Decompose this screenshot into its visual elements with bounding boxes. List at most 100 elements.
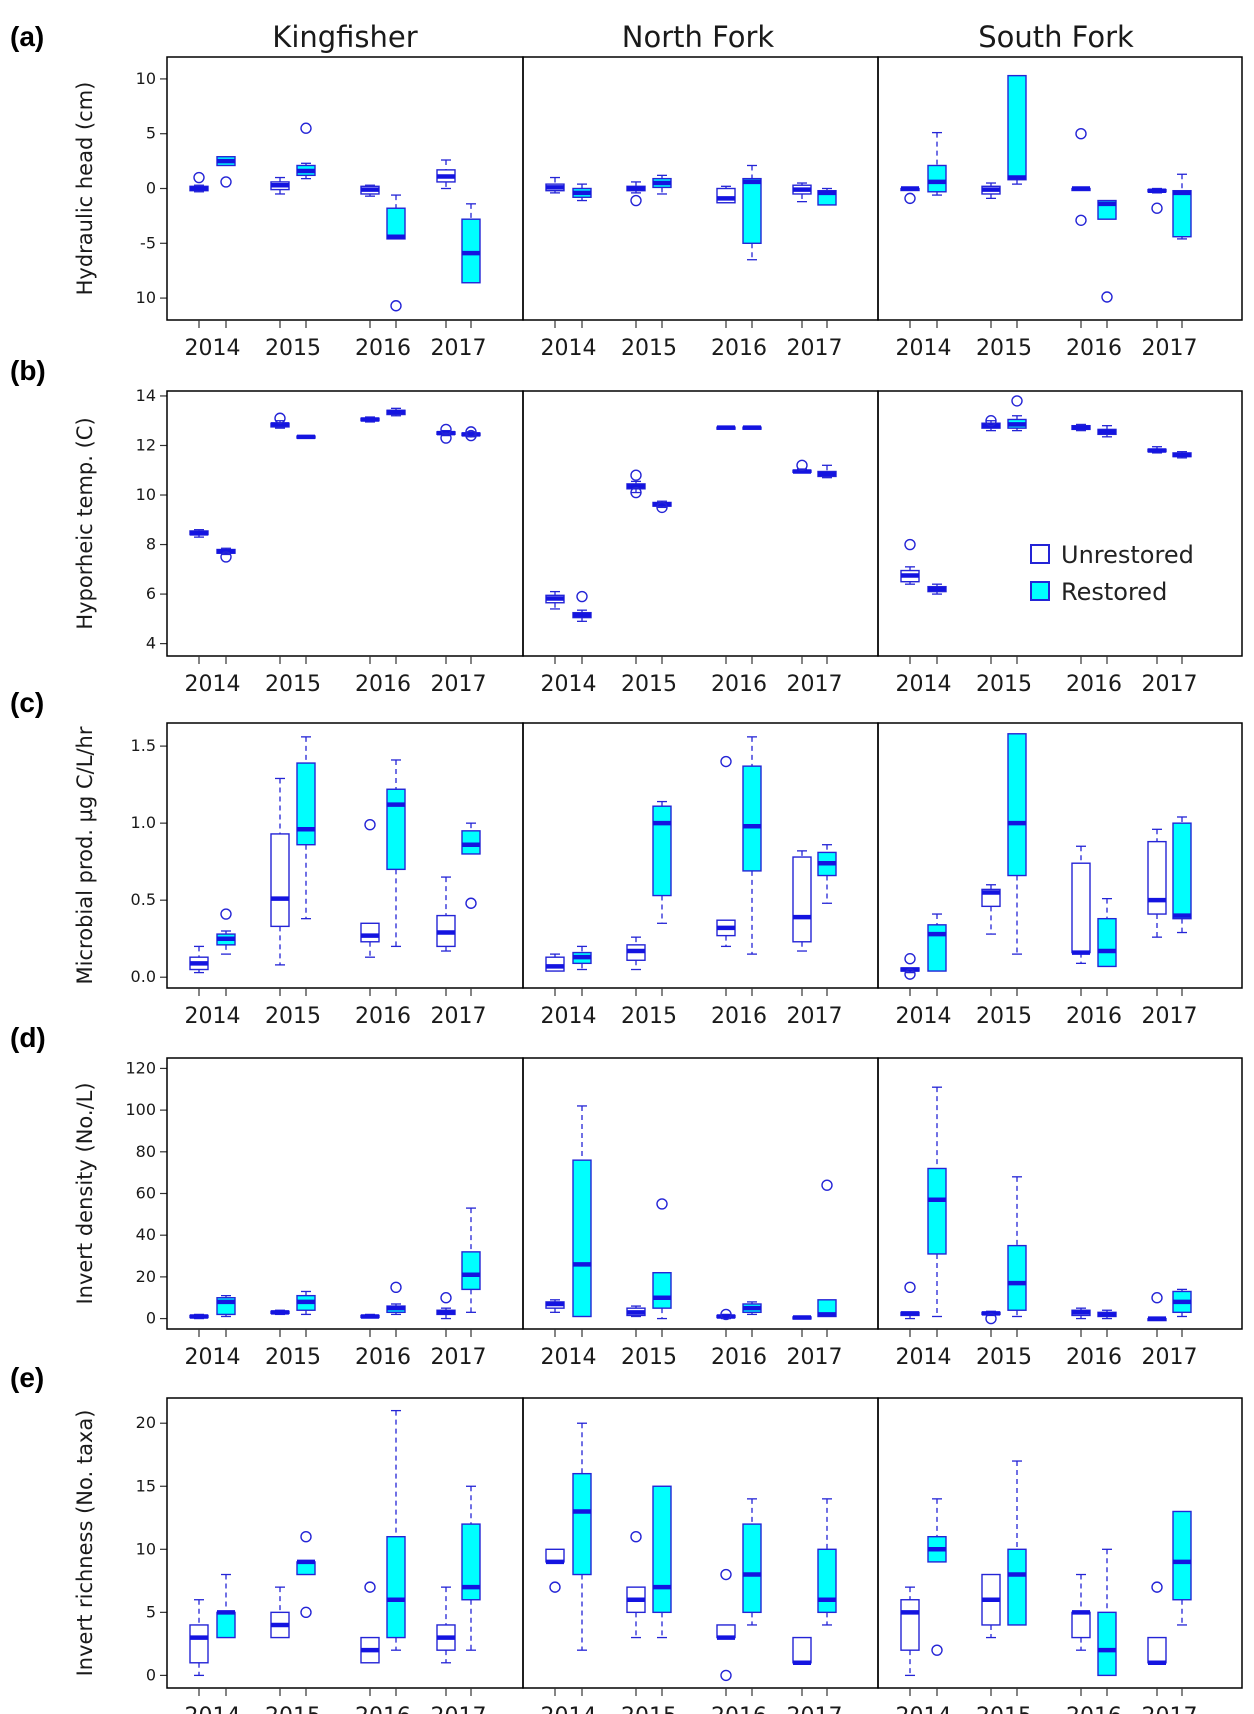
box-restored [386,207,406,240]
y-tick-label: 60 [136,1184,156,1203]
y-tick-label: 5 [146,124,156,143]
outlier-point [220,551,232,563]
x-tick-label: 2014 [541,1345,597,1370]
x-tick-label: 2015 [265,1345,321,1370]
outlier-point [1101,291,1113,303]
x-tick-label: 2015 [621,336,677,361]
legend-label-restored: Restored [1061,578,1167,606]
outlier-point [465,897,477,909]
outlier-point [630,1530,642,1543]
x-tick-label: 2016 [711,1345,767,1370]
x-tick-label: 2017 [431,336,487,361]
x-tick-label: 2015 [621,1345,677,1370]
x-tick-label: 2016 [711,336,767,361]
x-tick-label: 2015 [976,336,1032,361]
x-tick-label: 2016 [355,336,411,361]
y-tick-label: 6 [146,584,156,603]
outlier-point [1151,1292,1163,1304]
outlier-point [390,300,402,312]
x-tick-label: 2014 [185,1345,241,1370]
outlier-point [300,1606,312,1619]
panel-letter: (e) [10,1362,44,1393]
x-tick-label: 2014 [541,336,597,361]
x-tick-label: 2014 [896,1004,952,1029]
site-title-south-fork: South Fork [978,20,1134,54]
box-unrestored [1071,1611,1091,1639]
outlier-point [796,459,808,471]
box-restored [652,805,672,897]
box-restored [1007,1244,1027,1311]
x-tick-label: 2015 [976,1345,1032,1370]
y-tick-label: 0 [146,179,156,198]
x-tick-label: 2014 [541,672,597,697]
y-axis-label: Hydraulic head (cm) [73,82,97,296]
y-tick-label: 120 [125,1058,156,1077]
box-restored [1007,733,1027,877]
y-axis-label: Microbial prod. µg C/L/hr [73,726,97,984]
outlier-point [931,1644,943,1656]
x-tick-label: 2015 [265,672,321,697]
x-tick-label: 2015 [976,1004,1032,1029]
box-restored [216,1611,236,1639]
box-restored [461,830,481,855]
box-restored [652,1272,672,1309]
x-tick-label: 2014 [185,1004,241,1029]
outlier-point [904,953,916,965]
x-tick-label: 2014 [185,1704,241,1714]
x-tick-label: 2014 [541,1004,597,1029]
x-tick-label: 2014 [896,672,952,697]
box-unrestored [270,833,290,928]
box-restored [572,1472,592,1576]
x-tick-label: 2016 [355,1704,411,1714]
x-tick-label: 2014 [896,336,952,361]
chart-row-3: (d) Invert density (No./L) 120 100 80 60 40 20 0… [10,1022,1243,1370]
box-unrestored [545,956,565,972]
panel-frame [877,390,1243,657]
x-tick-label: 2015 [621,1004,677,1029]
y-axis-label: Invert density (No./L) [73,1082,97,1304]
outlier-point [656,1198,668,1210]
x-tick-label: 2017 [787,1704,843,1714]
box-unrestored [1071,862,1091,954]
outlier-point [630,469,642,481]
box-unrestored [1147,1636,1167,1664]
y-tick-label: 10 [136,485,156,504]
x-tick-label: 2015 [265,336,321,361]
chart-row-4: (e)Invert richness (No. taxa)20151050201… [10,1362,1243,1714]
outlier-point [1151,1581,1163,1593]
box-restored [742,1523,762,1614]
outlier-point [904,968,916,980]
box-restored [461,1523,481,1601]
y-tick-label: 10 [136,69,156,88]
y-tick-label: 80 [136,1142,156,1161]
panel-frame [877,1397,1243,1689]
outlier-point [274,412,286,424]
x-tick-label: 2016 [1066,1345,1122,1370]
x-tick-label: 2016 [355,1345,411,1370]
outlier-point [720,755,732,768]
outlier-point [904,192,916,205]
x-tick-label: 2017 [787,1004,843,1029]
panel-frame [877,722,1243,989]
outlier-point [549,1581,561,1593]
box-restored [927,924,947,972]
outlier-point [985,415,997,427]
y-tick-label: 0.0 [131,967,156,986]
outlier-point [1151,202,1163,214]
site-title-north-fork: North Fork [622,20,775,54]
box-unrestored [792,856,812,943]
y-tick-label: 10 [136,1539,156,1558]
box-restored [296,762,316,846]
box-unrestored [1147,840,1167,915]
legend-label-unrestored: Unrestored [1061,541,1194,569]
box-restored [1172,1510,1192,1601]
box-restored [386,788,406,871]
outlier-point [630,194,642,207]
box-restored [927,1167,947,1255]
outlier-point [440,423,452,436]
legend-swatch-unrestored [1030,544,1050,564]
outlier-point [985,1312,997,1325]
panel-letter: (c) [10,687,44,718]
outlier-point [390,1281,402,1294]
